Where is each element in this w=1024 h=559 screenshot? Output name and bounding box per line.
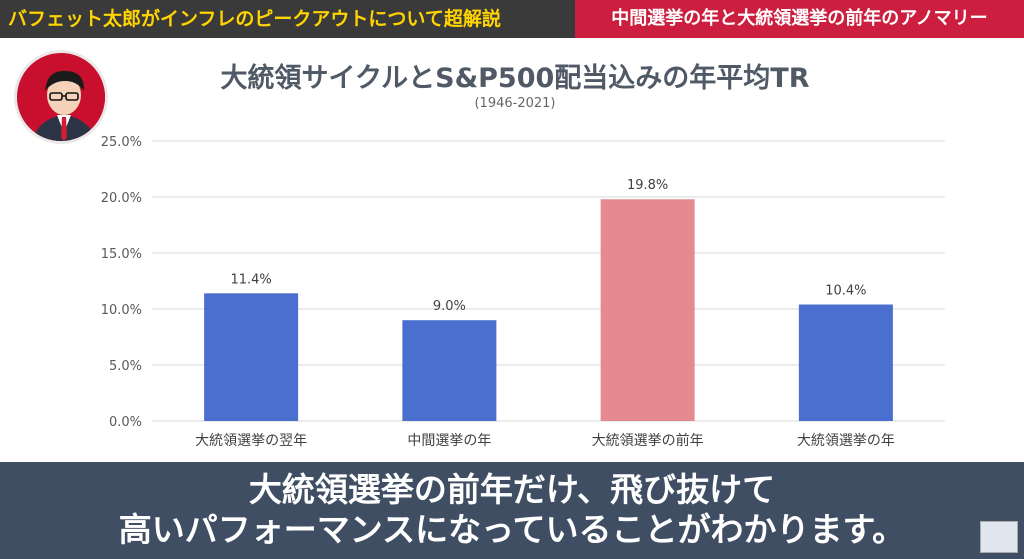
chart-title: 大統領サイクルとS&P500配当込みの年平均TR	[220, 63, 810, 94]
bar	[402, 320, 497, 421]
presenter-avatar	[14, 50, 108, 144]
top-banner: バフェット太郎がインフレのピークアウトについて超解説 中間選挙の年と大統領選挙の…	[0, 0, 1024, 38]
caption-line-1: 大統領選挙の前年だけ、飛び抜けて	[248, 470, 776, 509]
y-tick-label: 10.0%	[101, 303, 142, 318]
x-tick-label: 大統領選挙の年	[797, 432, 895, 449]
bar	[600, 199, 695, 421]
caption-line-2: 高いパフォーマンスになっていることがわかります。	[118, 510, 906, 549]
y-tick-label: 15.0%	[101, 247, 142, 262]
data-label: 19.8%	[627, 178, 668, 193]
presenter-thumbnail	[980, 521, 1018, 553]
bar-chart: 0.0% 5.0% 10.0% 15.0% 20.0% 25.0% 11.4% 大統領選挙の翌…	[101, 135, 945, 449]
bar	[204, 293, 299, 421]
bar	[798, 304, 893, 421]
x-tick-label: 大統領選挙の翌年	[195, 432, 307, 449]
data-label: 9.0%	[433, 299, 466, 314]
subtitle-caption: 大統領選挙の前年だけ、飛び抜けて 高いパフォーマンスになっていることがわかります…	[0, 462, 1024, 559]
y-tick-label: 25.0%	[101, 135, 142, 150]
y-tick-label: 20.0%	[101, 191, 142, 206]
video-title: バフェット太郎がインフレのピークアウトについて超解説	[0, 0, 575, 38]
chart-subtitle: (1946-2021)	[474, 96, 556, 111]
x-tick-label: 中間選挙の年	[407, 433, 491, 449]
topic-title: 中間選挙の年と大統領選挙の前年のアノマリー	[575, 0, 1024, 38]
y-tick-label: 0.0%	[109, 415, 142, 430]
y-tick-label: 5.0%	[109, 359, 142, 374]
data-label: 10.4%	[825, 284, 866, 299]
x-tick-label: 大統領選挙の前年	[592, 432, 704, 449]
data-label: 11.4%	[230, 272, 271, 287]
